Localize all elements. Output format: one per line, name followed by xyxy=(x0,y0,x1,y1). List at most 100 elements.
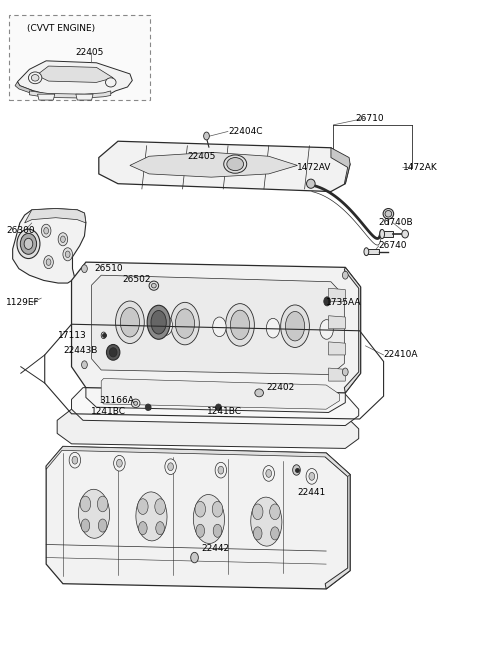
Ellipse shape xyxy=(24,238,33,250)
Text: 22442: 22442 xyxy=(202,544,230,553)
Text: 1129EF: 1129EF xyxy=(6,298,40,307)
Ellipse shape xyxy=(155,498,165,514)
Ellipse shape xyxy=(106,78,116,87)
Ellipse shape xyxy=(134,402,138,405)
Text: (CVVT ENGINE): (CVVT ENGINE) xyxy=(27,24,95,33)
Ellipse shape xyxy=(109,348,117,357)
Ellipse shape xyxy=(320,320,333,339)
Bar xyxy=(9,15,151,100)
Polygon shape xyxy=(76,94,93,100)
Text: 17113: 17113 xyxy=(58,331,87,340)
Polygon shape xyxy=(331,148,350,183)
Circle shape xyxy=(263,466,275,481)
Circle shape xyxy=(60,236,65,242)
Ellipse shape xyxy=(156,521,164,534)
Ellipse shape xyxy=(20,233,36,254)
Text: 26502: 26502 xyxy=(123,275,151,284)
Ellipse shape xyxy=(196,524,204,537)
Ellipse shape xyxy=(266,318,280,338)
Circle shape xyxy=(168,463,173,471)
Ellipse shape xyxy=(151,310,166,334)
Ellipse shape xyxy=(251,497,282,546)
Ellipse shape xyxy=(385,210,392,217)
Polygon shape xyxy=(46,447,350,477)
Polygon shape xyxy=(72,388,359,426)
Ellipse shape xyxy=(28,72,42,84)
Text: 22443B: 22443B xyxy=(63,346,97,355)
Ellipse shape xyxy=(159,316,172,335)
Circle shape xyxy=(82,361,87,369)
Ellipse shape xyxy=(224,155,247,174)
Ellipse shape xyxy=(195,501,205,517)
Ellipse shape xyxy=(97,496,108,512)
Ellipse shape xyxy=(120,308,140,337)
Polygon shape xyxy=(328,342,345,355)
Ellipse shape xyxy=(270,504,280,519)
Ellipse shape xyxy=(226,304,254,346)
Ellipse shape xyxy=(212,501,223,517)
Ellipse shape xyxy=(230,310,250,339)
Polygon shape xyxy=(29,91,111,98)
Circle shape xyxy=(266,470,272,477)
Polygon shape xyxy=(12,208,86,283)
Polygon shape xyxy=(17,61,132,98)
Text: 26710: 26710 xyxy=(355,114,384,123)
Polygon shape xyxy=(328,288,345,301)
Circle shape xyxy=(342,368,348,376)
Ellipse shape xyxy=(213,524,222,537)
Ellipse shape xyxy=(17,229,40,259)
Polygon shape xyxy=(86,377,345,413)
Text: 26300: 26300 xyxy=(6,226,35,235)
Text: 26510: 26510 xyxy=(94,264,123,273)
Ellipse shape xyxy=(253,527,262,540)
Text: 22405: 22405 xyxy=(75,48,103,58)
Ellipse shape xyxy=(255,389,264,397)
Polygon shape xyxy=(130,153,298,177)
Text: 31166A: 31166A xyxy=(99,396,134,405)
Ellipse shape xyxy=(380,229,384,238)
Text: 1241BC: 1241BC xyxy=(206,407,241,416)
Text: 22441: 22441 xyxy=(298,488,326,496)
Circle shape xyxy=(117,459,122,467)
Circle shape xyxy=(114,455,125,471)
Circle shape xyxy=(215,462,227,478)
Circle shape xyxy=(324,297,330,306)
Text: 1241BC: 1241BC xyxy=(91,407,126,416)
Text: 22402: 22402 xyxy=(266,383,295,392)
Circle shape xyxy=(309,472,315,480)
Ellipse shape xyxy=(78,489,109,538)
Circle shape xyxy=(63,248,72,261)
Text: 22405: 22405 xyxy=(187,152,216,160)
Polygon shape xyxy=(36,66,113,83)
Text: 22404C: 22404C xyxy=(228,127,263,136)
Polygon shape xyxy=(24,208,86,223)
Text: 1472AK: 1472AK xyxy=(403,163,437,172)
Text: 26740B: 26740B xyxy=(379,218,413,227)
Polygon shape xyxy=(383,231,393,237)
Circle shape xyxy=(72,457,78,464)
Polygon shape xyxy=(325,453,350,589)
Circle shape xyxy=(58,233,68,246)
Polygon shape xyxy=(15,82,32,94)
Text: 1472AV: 1472AV xyxy=(298,163,332,172)
Ellipse shape xyxy=(281,305,310,347)
Circle shape xyxy=(165,459,176,475)
Circle shape xyxy=(293,465,300,476)
Polygon shape xyxy=(367,249,379,254)
Circle shape xyxy=(101,332,106,339)
Circle shape xyxy=(44,255,53,269)
Ellipse shape xyxy=(139,521,147,534)
Polygon shape xyxy=(37,94,55,100)
Polygon shape xyxy=(328,316,345,329)
Ellipse shape xyxy=(149,281,158,290)
Polygon shape xyxy=(328,368,345,381)
Circle shape xyxy=(218,466,224,474)
Ellipse shape xyxy=(145,404,151,411)
Circle shape xyxy=(41,224,51,237)
Polygon shape xyxy=(99,141,350,191)
Ellipse shape xyxy=(227,158,243,171)
Circle shape xyxy=(191,552,198,563)
Ellipse shape xyxy=(98,519,107,532)
Circle shape xyxy=(342,271,348,279)
Circle shape xyxy=(65,251,70,257)
